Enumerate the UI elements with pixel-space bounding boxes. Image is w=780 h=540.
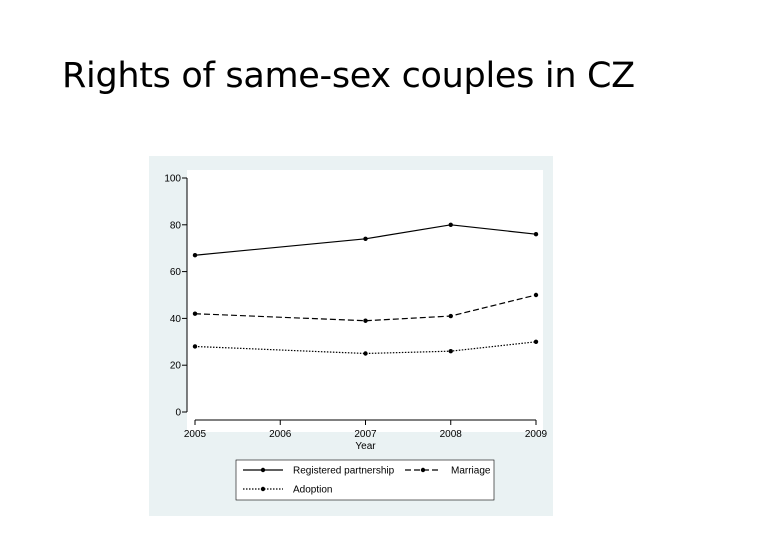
legend-marker-registered-partnership bbox=[260, 467, 266, 473]
plot-area bbox=[187, 170, 543, 432]
data-point-registered-partnership bbox=[448, 222, 453, 227]
series-line-registered-partnership bbox=[194, 224, 537, 256]
legend-marker-marriage bbox=[420, 467, 426, 473]
series-line-adoption bbox=[194, 341, 537, 355]
data-point-registered-partnership bbox=[192, 253, 198, 258]
x-tick-label: 2008 bbox=[440, 429, 463, 440]
slide-title: Rights of same-sex couples in CZ bbox=[62, 56, 635, 96]
series-line-marriage bbox=[194, 294, 537, 322]
data-point-adoption bbox=[192, 344, 198, 349]
data-point-adoption bbox=[363, 351, 368, 356]
y-tick-label: 80 bbox=[170, 220, 182, 231]
y-tick-label: 100 bbox=[164, 174, 181, 185]
legend-box bbox=[235, 459, 495, 501]
data-point-registered-partnership bbox=[533, 231, 539, 237]
data-point-adoption bbox=[448, 348, 453, 354]
y-ticks: 0 20 40 60 80 100 bbox=[164, 174, 187, 419]
data-point-marriage bbox=[363, 318, 368, 323]
chart-panel: 0 20 40 60 80 100 2005 2006 2007 2008 2009 Year R… bbox=[149, 156, 553, 516]
x-tick-label: 2009 bbox=[525, 429, 548, 440]
legend: Registered partnership Marriage Adoption bbox=[243, 466, 491, 496]
data-point-adoption bbox=[533, 339, 539, 344]
x-axis-title: Year bbox=[355, 441, 376, 452]
y-tick-label: 0 bbox=[175, 408, 181, 419]
data-point-marriage bbox=[448, 313, 453, 319]
legend-label-registered-partnership: Registered partnership bbox=[293, 466, 395, 477]
x-tick-label: 2005 bbox=[184, 429, 207, 440]
series-lines bbox=[192, 222, 539, 356]
legend-label-marriage: Marriage bbox=[451, 466, 491, 477]
y-tick-label: 60 bbox=[170, 267, 182, 278]
x-ticks: 2005 2006 2007 2008 2009 bbox=[184, 420, 548, 440]
x-tick-label: 2007 bbox=[354, 429, 377, 440]
data-point-registered-partnership bbox=[363, 236, 368, 242]
x-tick-label: 2006 bbox=[269, 429, 292, 440]
legend-label-adoption: Adoption bbox=[293, 485, 332, 496]
data-point-marriage bbox=[192, 311, 198, 316]
legend-marker-adoption bbox=[260, 486, 266, 492]
y-tick-label: 20 bbox=[170, 361, 182, 372]
y-tick-label: 40 bbox=[170, 314, 182, 325]
data-point-marriage bbox=[533, 292, 539, 298]
line-chart: 0 20 40 60 80 100 2005 2006 2007 2008 2009 Year R… bbox=[164, 170, 548, 501]
